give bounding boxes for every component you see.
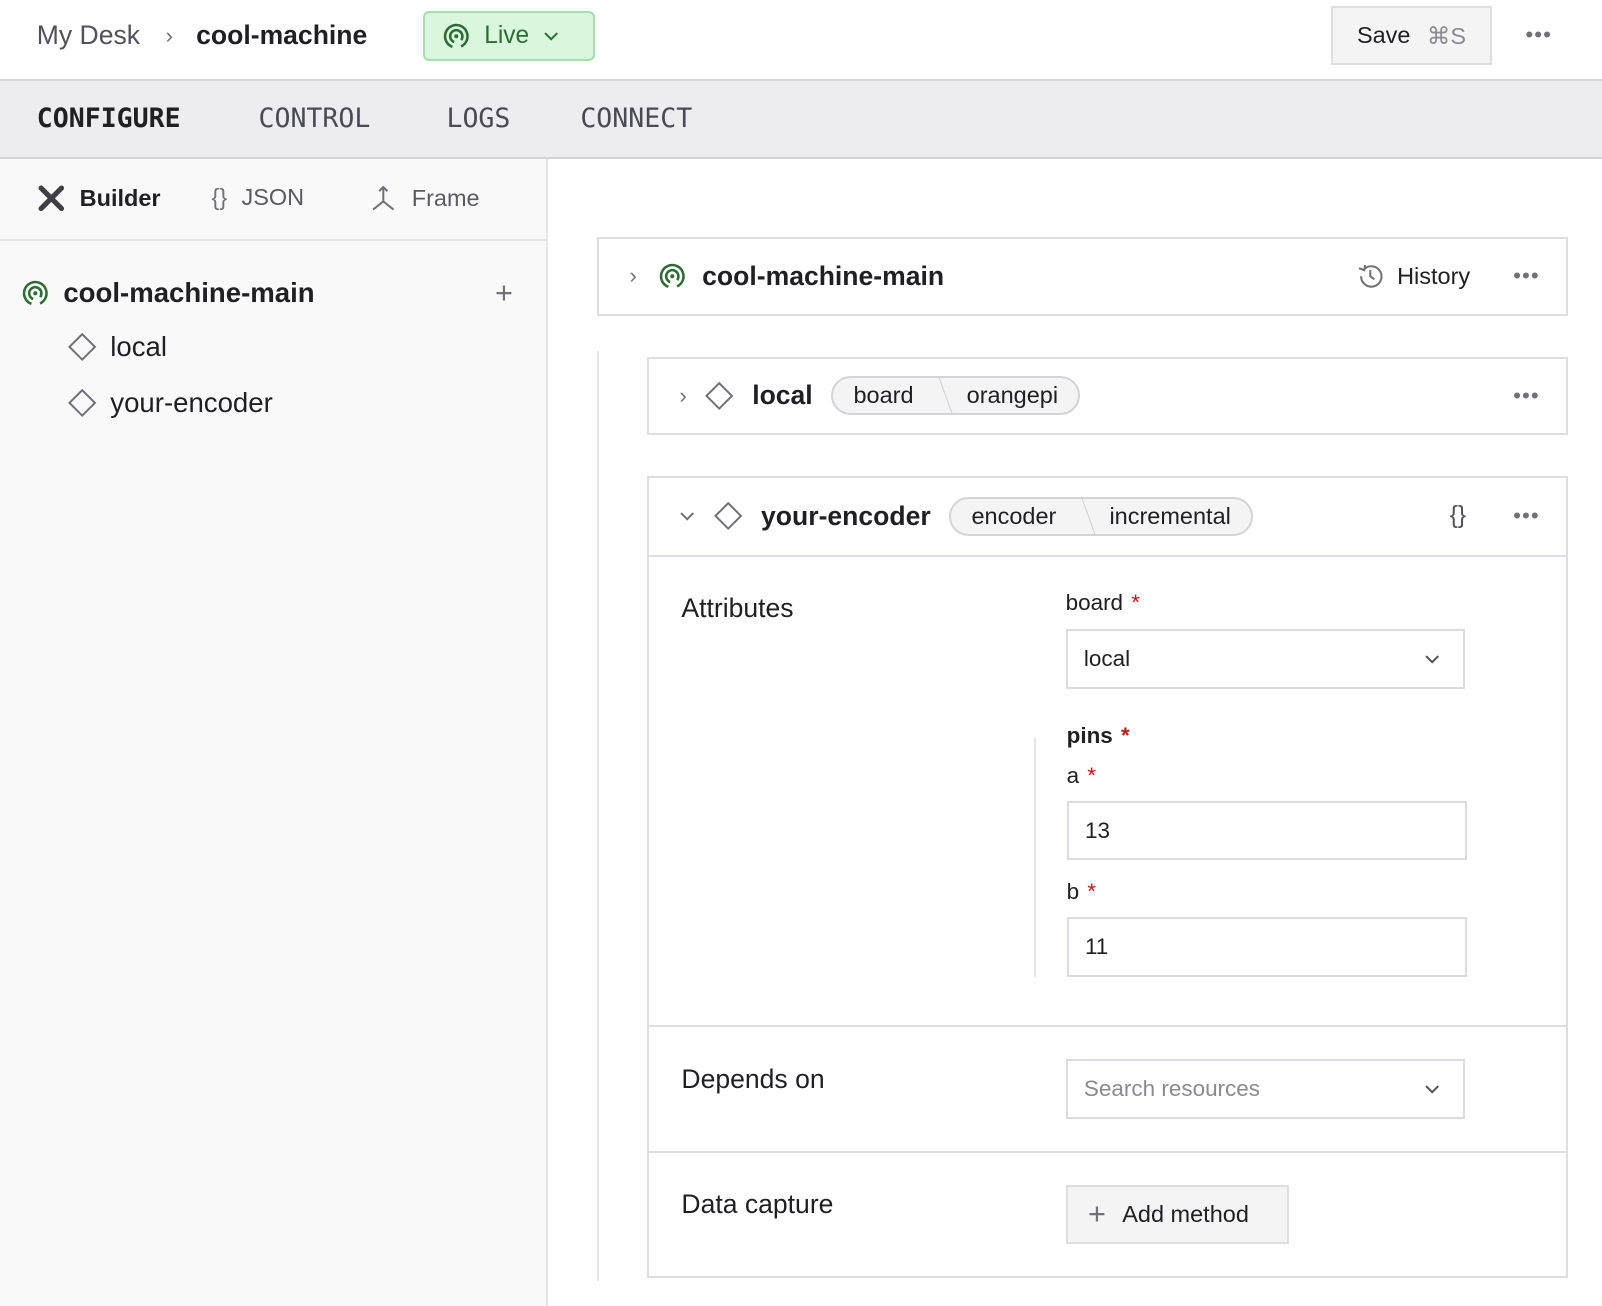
history-button[interactable]: History xyxy=(1356,262,1470,291)
depends-on-select[interactable]: Search resources xyxy=(1065,1059,1466,1119)
chevron-right-icon[interactable]: › xyxy=(629,263,637,289)
divider xyxy=(648,1151,1567,1154)
live-signal-icon xyxy=(444,23,470,49)
component-diamond-icon xyxy=(705,381,734,411)
chevron-down-icon[interactable] xyxy=(679,511,695,521)
pins-group-line xyxy=(1033,737,1036,977)
data-capture-heading: Data capture xyxy=(681,1189,834,1220)
subtab-json-label: JSON xyxy=(241,183,305,210)
component-diamond-icon xyxy=(67,332,97,362)
attributes-heading: Attributes xyxy=(681,592,794,623)
api-type: encoder xyxy=(971,502,1057,529)
history-label: History xyxy=(1397,262,1471,289)
subtab-builder[interactable]: Builder xyxy=(37,184,161,213)
add-method-button[interactable]: + Add method xyxy=(1065,1185,1290,1245)
breadcrumb-parent[interactable]: My Desk xyxy=(36,20,141,51)
subtab-json[interactable]: {} JSON xyxy=(211,184,304,211)
part-card[interactable]: › cool-machine-main History ••• xyxy=(596,237,1569,316)
required-mark: * xyxy=(1131,590,1140,616)
history-icon xyxy=(1358,264,1383,288)
tab-configure[interactable]: CONFIGURE xyxy=(36,103,181,135)
api-badge: board orangepi xyxy=(831,376,1081,416)
subtab-frame[interactable]: Frame xyxy=(369,184,480,213)
depends-on-heading: Depends on xyxy=(681,1063,825,1094)
tree-item-label: local xyxy=(110,331,168,363)
chevron-right-icon[interactable]: › xyxy=(679,382,687,408)
chevron-down-icon xyxy=(544,32,559,41)
api-badge: encoder incremental xyxy=(949,497,1254,536)
api-model: incremental xyxy=(1109,502,1231,529)
tab-logs[interactable]: LOGS xyxy=(446,103,511,135)
axes-icon xyxy=(372,185,394,211)
live-label: Live xyxy=(484,22,530,50)
view-tabs: Builder {} JSON Frame xyxy=(0,159,546,242)
more-options-icon[interactable]: ••• xyxy=(1513,263,1540,289)
required-mark: * xyxy=(1087,878,1097,904)
plus-icon: + xyxy=(1088,1197,1106,1232)
api-model: orangepi xyxy=(966,382,1059,409)
braces-icon: {} xyxy=(211,183,228,210)
tree-root-label: cool-machine-main xyxy=(63,277,315,309)
part-name: cool-machine-main xyxy=(702,260,945,291)
chevron-right-icon: › xyxy=(165,23,173,49)
pin-b-value: 11 xyxy=(1084,934,1109,960)
board-label: board * xyxy=(1066,590,1140,616)
pins-label: pins * xyxy=(1067,723,1130,749)
save-label: Save xyxy=(1356,22,1411,49)
tree-item-local[interactable]: local xyxy=(67,331,167,363)
pin-b-input[interactable]: 11 xyxy=(1066,917,1468,977)
component-diamond-icon xyxy=(713,501,743,531)
api-type: board xyxy=(853,382,914,409)
tree-item-label: your-encoder xyxy=(110,387,273,419)
tab-control[interactable]: CONTROL xyxy=(258,103,371,135)
tree-item-your-encoder[interactable]: your-encoder xyxy=(67,387,273,419)
tab-connect[interactable]: CONNECT xyxy=(580,103,693,135)
pins-label-text: pins xyxy=(1066,723,1113,749)
main-tabs: CONFIGURE CONTROL LOGS CONNECT xyxy=(0,80,1602,160)
encoder-component-card: your-encoder encoder incremental {} ••• A… xyxy=(646,476,1569,1279)
top-bar: My Desk › cool-machine Live Save ⌘S ••• xyxy=(0,0,1602,81)
local-component-card[interactable]: › local board orangepi ••• xyxy=(646,356,1569,436)
depends-on-placeholder: Search resources xyxy=(1083,1076,1261,1102)
tools-icon xyxy=(38,185,64,211)
nesting-line xyxy=(596,351,599,1282)
component-name: local xyxy=(752,380,813,411)
live-signal-icon xyxy=(660,263,686,289)
add-icon[interactable]: + xyxy=(494,275,513,310)
more-options-icon[interactable]: ••• xyxy=(1513,503,1540,529)
tree-item-root[interactable]: cool-machine-main + xyxy=(22,275,513,311)
component-name: your-encoder xyxy=(761,500,931,531)
breadcrumb-current: cool-machine xyxy=(196,20,368,51)
pin-b-label: b * xyxy=(1067,879,1096,905)
live-signal-icon xyxy=(23,280,49,306)
divider xyxy=(648,1024,1567,1027)
chevron-down-icon xyxy=(1425,655,1440,664)
subtab-builder-label: Builder xyxy=(79,184,161,211)
required-mark: * xyxy=(1087,763,1097,789)
braces-icon[interactable]: {} xyxy=(1449,502,1467,530)
more-options-icon[interactable]: ••• xyxy=(1525,22,1553,48)
more-options-icon[interactable]: ••• xyxy=(1513,382,1540,408)
save-button[interactable]: Save ⌘S xyxy=(1331,6,1492,66)
board-select-value: local xyxy=(1083,645,1131,671)
pin-a-label: a * xyxy=(1067,763,1096,789)
sidebar: Builder {} JSON Frame cool-machine-main … xyxy=(0,159,548,1306)
pin-a-label-text: a xyxy=(1066,763,1080,789)
component-diamond-icon xyxy=(67,388,97,418)
board-label-text: board xyxy=(1065,590,1124,616)
required-mark: * xyxy=(1120,723,1130,749)
chevron-down-icon xyxy=(1425,1085,1440,1094)
pin-a-value: 13 xyxy=(1084,817,1110,843)
subtab-frame-label: Frame xyxy=(411,184,480,211)
save-shortcut: ⌘S xyxy=(1426,22,1466,49)
pin-b-label-text: b xyxy=(1066,878,1080,904)
live-status-dropdown[interactable]: Live xyxy=(422,11,595,62)
add-method-label: Add method xyxy=(1122,1201,1249,1228)
board-select[interactable]: local xyxy=(1065,629,1466,689)
pin-a-input[interactable]: 13 xyxy=(1066,800,1468,861)
